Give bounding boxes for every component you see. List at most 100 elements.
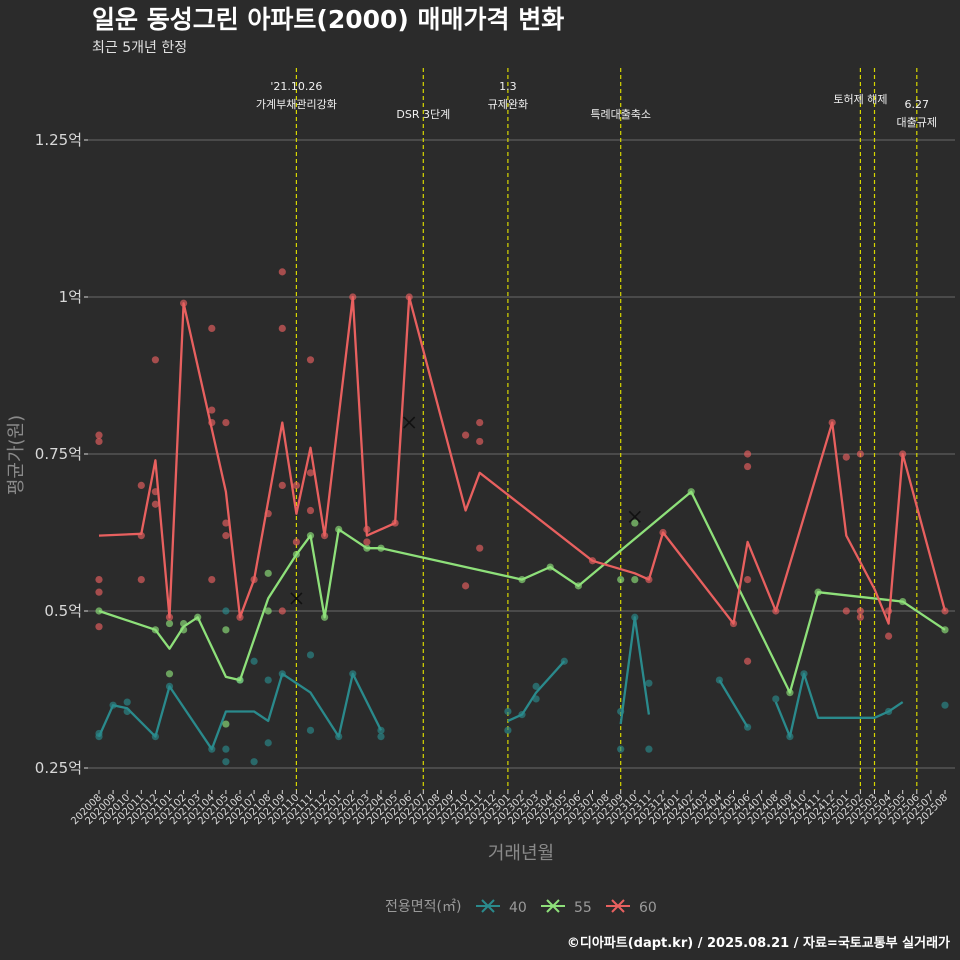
data-point (631, 576, 639, 584)
data-point (137, 481, 145, 489)
data-point (645, 745, 653, 753)
y-tick-label: 0.5억 (44, 602, 82, 620)
data-point (151, 356, 159, 364)
y-axis-ticks: 0.25억 0.5억 0.75억 1억 1.25억 (35, 131, 88, 777)
series-line (98, 490, 946, 694)
data-point (95, 437, 103, 446)
data-point (264, 676, 272, 684)
data-point (222, 745, 230, 753)
data-point (278, 324, 286, 332)
data-point (208, 324, 216, 332)
data-point (222, 519, 230, 527)
data-point (941, 701, 949, 709)
data-point (532, 682, 540, 690)
series-60 (95, 268, 949, 665)
data-point (123, 698, 131, 706)
series-line (718, 679, 749, 728)
series-40 (95, 607, 949, 766)
event-label: 대출규제 (897, 116, 937, 129)
data-point (645, 679, 653, 687)
x-axis-ticks: 2020082020092020102020112020122021012021… (69, 790, 950, 827)
data-point (278, 268, 286, 276)
legend-key-marker (546, 899, 560, 913)
y-axis-title: 평균가(원) (6, 415, 27, 495)
data-point (137, 576, 145, 584)
series-layer (95, 268, 949, 766)
series-line (98, 295, 947, 625)
data-point (744, 657, 752, 665)
data-point (476, 437, 484, 446)
event-label: '21.10.26 (270, 80, 322, 93)
data-point (363, 538, 371, 546)
data-point (95, 576, 103, 584)
series-55 (95, 488, 949, 728)
data-point (856, 450, 865, 458)
data-point (306, 469, 315, 477)
series-line (774, 672, 904, 738)
data-point (250, 657, 258, 665)
grid-lines (88, 139, 955, 769)
data-point (306, 651, 315, 659)
data-point (504, 707, 512, 716)
legend: 전용면적(㎡) 40 55 60 (385, 899, 657, 916)
data-point (772, 695, 780, 703)
data-point (476, 544, 484, 552)
data-point (151, 500, 159, 508)
event-label: 1.3 (499, 80, 517, 93)
data-point (250, 758, 258, 766)
data-point (476, 419, 484, 427)
data-point (222, 758, 230, 766)
event-label: 가계부채관리강화 (256, 98, 337, 111)
legend-label: 55 (574, 900, 592, 916)
data-point (95, 623, 103, 631)
series-line (507, 660, 566, 722)
data-point (462, 582, 470, 590)
data-point (744, 576, 752, 584)
mean-marker (403, 416, 416, 429)
series-line (619, 616, 651, 725)
chart-caption: ©디아파트(dapt.kr) / 2025.08.21 / 자료=국토교통부 실… (567, 935, 950, 951)
data-point (842, 607, 850, 615)
data-point (292, 538, 300, 546)
event-label: DSR 3단계 (396, 108, 450, 121)
data-point (377, 733, 385, 741)
data-point (95, 588, 103, 596)
data-point (306, 506, 315, 515)
data-point (278, 607, 286, 615)
x-axis-title: 거래년월 (488, 843, 554, 864)
data-point (462, 431, 470, 439)
y-tick-label: 1.25억 (35, 131, 82, 149)
data-point (856, 613, 865, 621)
data-point (95, 431, 103, 439)
legend-key-marker (481, 899, 495, 913)
chart-title: 일운 동성그린 아파트(2000) 매매가격 변화 (92, 5, 564, 34)
event-label: 규제완화 (488, 98, 528, 111)
event-label: 특례대출축소 (590, 108, 651, 121)
legend-label: 40 (509, 900, 527, 916)
y-tick-label: 0.25억 (35, 759, 82, 777)
y-tick-label: 1억 (59, 288, 82, 306)
data-point (306, 726, 315, 734)
data-point (222, 607, 230, 615)
legend-title: 전용면적(㎡) (385, 899, 461, 915)
data-point (222, 720, 230, 728)
series-line (97, 672, 383, 751)
event-label: 6.27 (905, 98, 930, 111)
data-point (292, 481, 300, 489)
data-point (222, 419, 230, 427)
mean-marker (628, 510, 641, 523)
event-label: 토허제 해제 (833, 92, 887, 106)
y-tick-label: 0.75억 (35, 445, 82, 463)
legend-key-marker (611, 899, 625, 913)
data-point (504, 726, 512, 734)
data-point (856, 607, 865, 615)
data-point (264, 607, 272, 615)
data-point (222, 532, 230, 540)
data-point (165, 619, 174, 628)
chart-subtitle: 최근 5개년 한정 (92, 40, 187, 56)
legend-label: 60 (639, 900, 657, 916)
data-point (208, 576, 216, 584)
data-point (306, 356, 315, 364)
